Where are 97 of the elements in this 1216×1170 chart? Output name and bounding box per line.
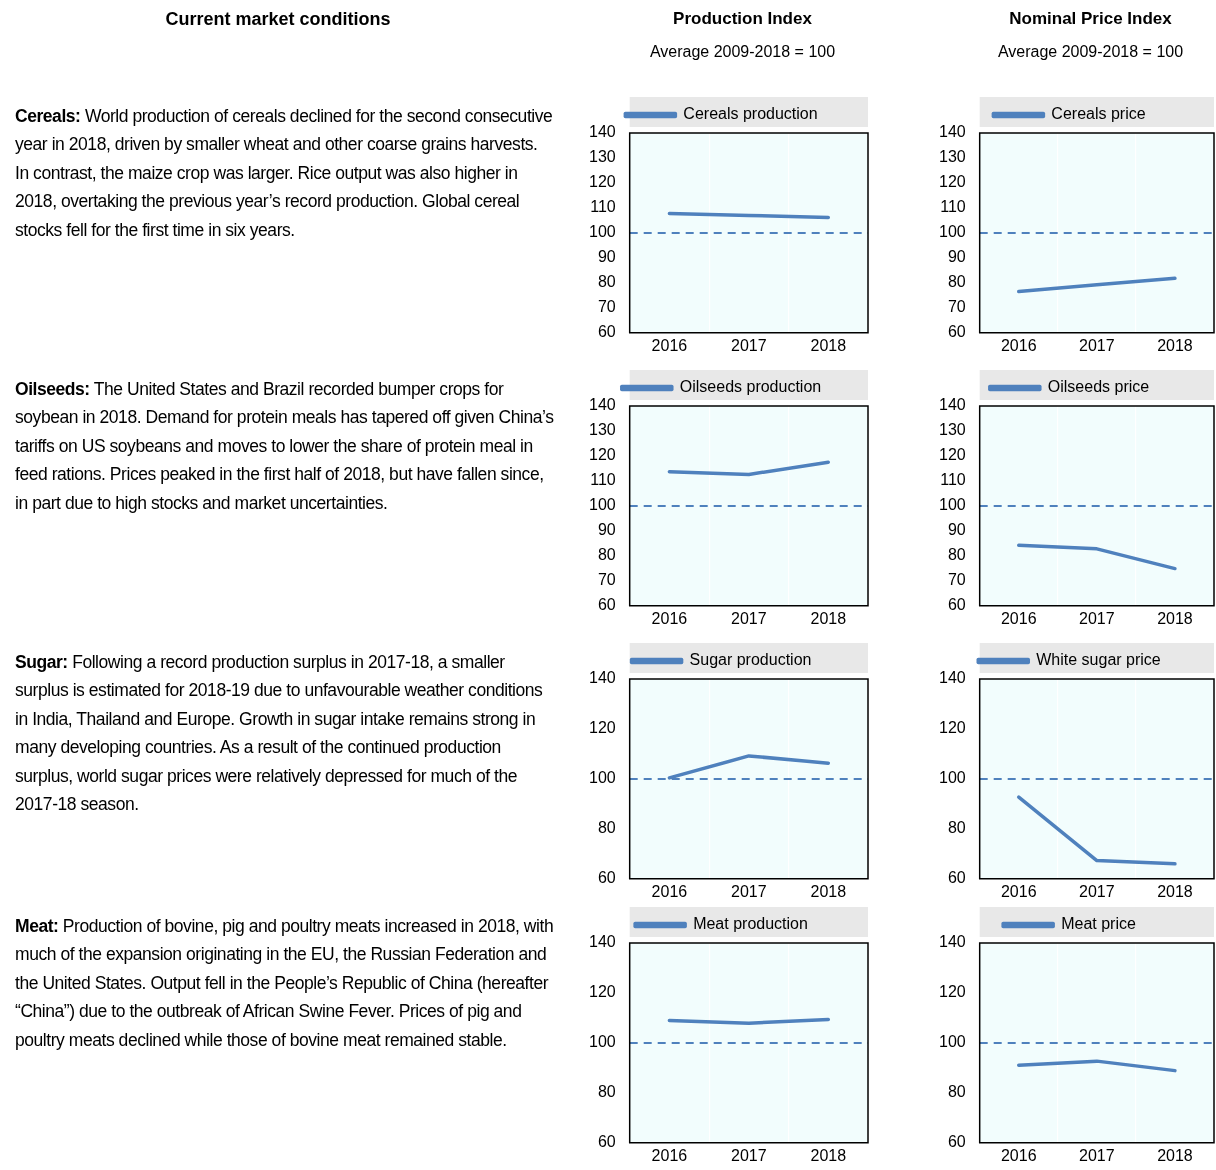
x-tick-label: 2017: [1079, 1146, 1115, 1164]
y-tick-label: 130: [588, 421, 616, 439]
y-tick-label: 80: [597, 273, 616, 291]
x-tick-label: 2018: [1157, 609, 1193, 627]
y-tick-label: 60: [597, 323, 616, 341]
y-tick-label: 130: [938, 148, 966, 166]
y-tick-label: 60: [947, 1133, 966, 1151]
text: Cereals: World production of cereals declined for the second consecutive year in 2018, driven by smaller wheat and other coarse grains harvests. In contrast, the maize crop was larger. Rice output was also higher in 2018, overtaking the previous year’s record production. Global cereal stocks fell for the first time in six years.: [15, 105, 554, 242]
y-tick-label: 60: [947, 323, 966, 341]
legend-label: Sugar production: [689, 651, 812, 669]
x-tick-label: 2017: [731, 336, 767, 354]
y-tick-label: 80: [597, 1083, 616, 1101]
x-tick-label: 2016: [1000, 336, 1037, 354]
y-tick-label: 140: [938, 123, 966, 141]
x-tick-label: 2016: [1000, 1146, 1037, 1164]
y-tick-label: 140: [588, 123, 616, 141]
y-tick-label: 70: [947, 571, 966, 589]
y-tick-label: 110: [940, 471, 966, 489]
y-tick-label: 100: [938, 1033, 966, 1051]
legend-label: Cereals production: [683, 105, 818, 123]
x-tick-label: 2017: [731, 1146, 767, 1164]
x-tick-label: 2018: [810, 336, 847, 354]
y-tick-label: 60: [597, 869, 616, 887]
x-tick-label: 2018: [810, 882, 847, 900]
chart-title: Nominal Price Index: [1008, 9, 1173, 29]
y-tick-label: 120: [588, 983, 616, 1001]
legend-label: Meat production: [693, 915, 808, 933]
y-tick-label: 140: [938, 933, 966, 951]
x-tick-label: 2017: [1079, 609, 1115, 627]
text: Meat: Production of bovine, pig and poultry meats increased in 2018, with much of the expansion originating in the EU, the Russian Federation and the United States. Output fell in the People’s Republic of China (hereafter “China”) due to the outbreak of African Swine Fever. Prices of pig and poultry meats declined while those of bovine meat remained stable.: [15, 915, 555, 1052]
y-tick-label: 140: [938, 396, 966, 414]
y-tick-label: 110: [590, 198, 616, 216]
y-tick-label: 70: [947, 298, 966, 316]
x-tick-label: 2016: [1000, 882, 1037, 900]
y-tick-label: 120: [938, 719, 966, 737]
y-tick-label: 100: [588, 769, 616, 787]
y-tick-label: 140: [938, 669, 966, 687]
text: Current market conditions: [164, 9, 392, 30]
x-tick-label: 2018: [810, 609, 847, 627]
y-tick-label: 60: [947, 869, 966, 887]
y-tick-label: 80: [597, 819, 616, 837]
y-tick-label: 130: [938, 421, 966, 439]
x-tick-label: 2018: [1157, 1146, 1193, 1164]
legend-label: Cereals price: [1051, 105, 1146, 123]
y-tick-label: 60: [597, 1133, 616, 1151]
chart-title: Production Index: [672, 9, 813, 29]
x-tick-label: 2018: [1157, 336, 1193, 354]
legend-label: Oilseeds production: [679, 378, 822, 396]
y-tick-label: 80: [947, 1083, 966, 1101]
y-tick-label: 120: [938, 983, 966, 1001]
y-tick-label: 60: [947, 596, 966, 614]
y-tick-label: 100: [588, 223, 616, 241]
legend-label: Oilseeds price: [1047, 378, 1150, 396]
y-tick-label: 100: [938, 496, 966, 514]
chart-subtitle: Average 2009-2018 = 100: [648, 43, 837, 61]
chart-subtitle: Average 2009-2018 = 100: [996, 43, 1185, 61]
x-tick-label: 2017: [731, 882, 767, 900]
y-tick-label: 90: [597, 248, 616, 266]
y-tick-label: 120: [588, 173, 616, 191]
text: Sugar: Following a record production surplus in 2017-18, a smaller surplus is estimated for 2018-19 due to unfavourable weather conditions in India, Thailand and Europe. Growth in sugar intake remains strong in many developing countries. As a result of the continued production surplus, world sugar prices were relatively depressed for much of the 2017-18 season.: [15, 651, 544, 817]
x-tick-label: 2017: [1079, 336, 1115, 354]
y-tick-label: 60: [597, 596, 616, 614]
y-tick-label: 80: [947, 546, 966, 564]
y-tick-label: 100: [938, 769, 966, 787]
legend-label: Meat price: [1061, 915, 1136, 933]
y-tick-label: 120: [588, 446, 616, 464]
y-tick-label: 90: [597, 521, 616, 539]
y-tick-label: 140: [588, 669, 616, 687]
y-tick-label: 140: [588, 396, 616, 414]
x-tick-label: 2016: [1000, 609, 1037, 627]
y-tick-label: 80: [947, 273, 966, 291]
x-tick-label: 2017: [731, 609, 767, 627]
x-tick-label: 2017: [1079, 882, 1115, 900]
x-tick-label: 2018: [1157, 882, 1193, 900]
y-tick-label: 120: [938, 173, 966, 191]
x-tick-label: 2018: [810, 1146, 847, 1164]
legend-label: White sugar price: [1036, 651, 1161, 669]
text: Oilseeds: The United States and Brazil recorded bumper crops for soybean in 2018. Demand for protein meals has tapered off given China’s tariffs on US soybeans and moves to lower the share of protein meal in feed rations. Prices peaked in the first half of 2018, but have fallen since, in part due to high stocks and market uncertainties.: [15, 378, 555, 515]
y-tick-label: 70: [597, 571, 616, 589]
y-tick-label: 130: [588, 148, 616, 166]
y-tick-label: 110: [940, 198, 966, 216]
y-tick-label: 80: [597, 546, 616, 564]
x-tick-label: 2016: [651, 1146, 688, 1164]
y-tick-label: 110: [590, 471, 616, 489]
x-tick-label: 2016: [651, 882, 688, 900]
y-tick-label: 90: [947, 521, 966, 539]
x-tick-label: 2016: [651, 609, 688, 627]
y-tick-label: 120: [588, 719, 616, 737]
x-tick-label: 2016: [651, 336, 688, 354]
y-tick-label: 100: [588, 496, 616, 514]
y-tick-label: 140: [588, 933, 616, 951]
y-tick-label: 80: [947, 819, 966, 837]
y-tick-label: 90: [947, 248, 966, 266]
y-tick-label: 70: [597, 298, 616, 316]
y-tick-label: 120: [938, 446, 966, 464]
y-tick-label: 100: [938, 223, 966, 241]
y-tick-label: 100: [588, 1033, 616, 1051]
